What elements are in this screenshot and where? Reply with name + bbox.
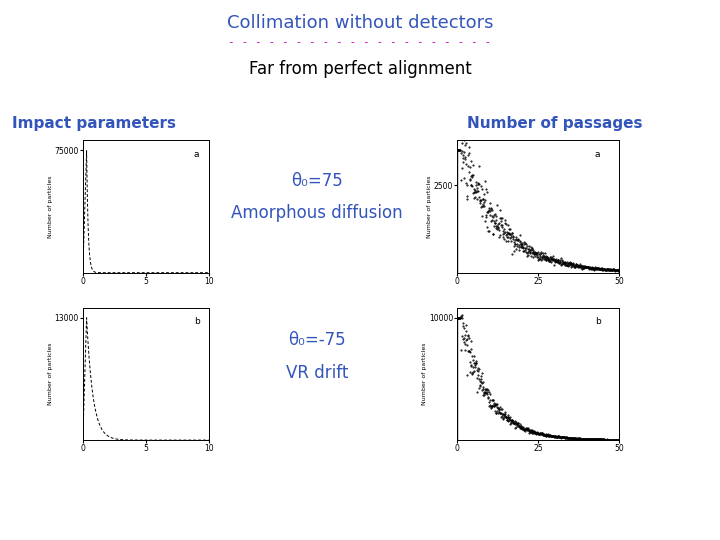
Text: Amorphous diffusion: Amorphous diffusion: [231, 204, 402, 222]
Text: Number of passages: Number of passages: [467, 116, 642, 131]
Text: Collimation without detectors: Collimation without detectors: [227, 14, 493, 31]
Text: θ₀=-75: θ₀=-75: [288, 331, 346, 349]
Text: Far from perfect alignment: Far from perfect alignment: [248, 60, 472, 78]
Y-axis label: Number of particles: Number of particles: [423, 343, 428, 405]
Text: b: b: [595, 317, 600, 326]
Y-axis label: Number of particles: Number of particles: [48, 176, 53, 238]
Text: Impact parameters: Impact parameters: [12, 116, 176, 131]
Text: a: a: [194, 150, 199, 159]
Y-axis label: Number of particles: Number of particles: [48, 343, 53, 405]
Text: b: b: [194, 317, 199, 326]
Y-axis label: Number of particles: Number of particles: [427, 176, 432, 238]
Text: θ₀=75: θ₀=75: [291, 172, 343, 190]
Text: - - - - - - - - - - - - - - - - - - - -: - - - - - - - - - - - - - - - - - - - -: [228, 37, 492, 47]
Text: VR drift: VR drift: [286, 363, 348, 382]
Text: a: a: [595, 150, 600, 159]
